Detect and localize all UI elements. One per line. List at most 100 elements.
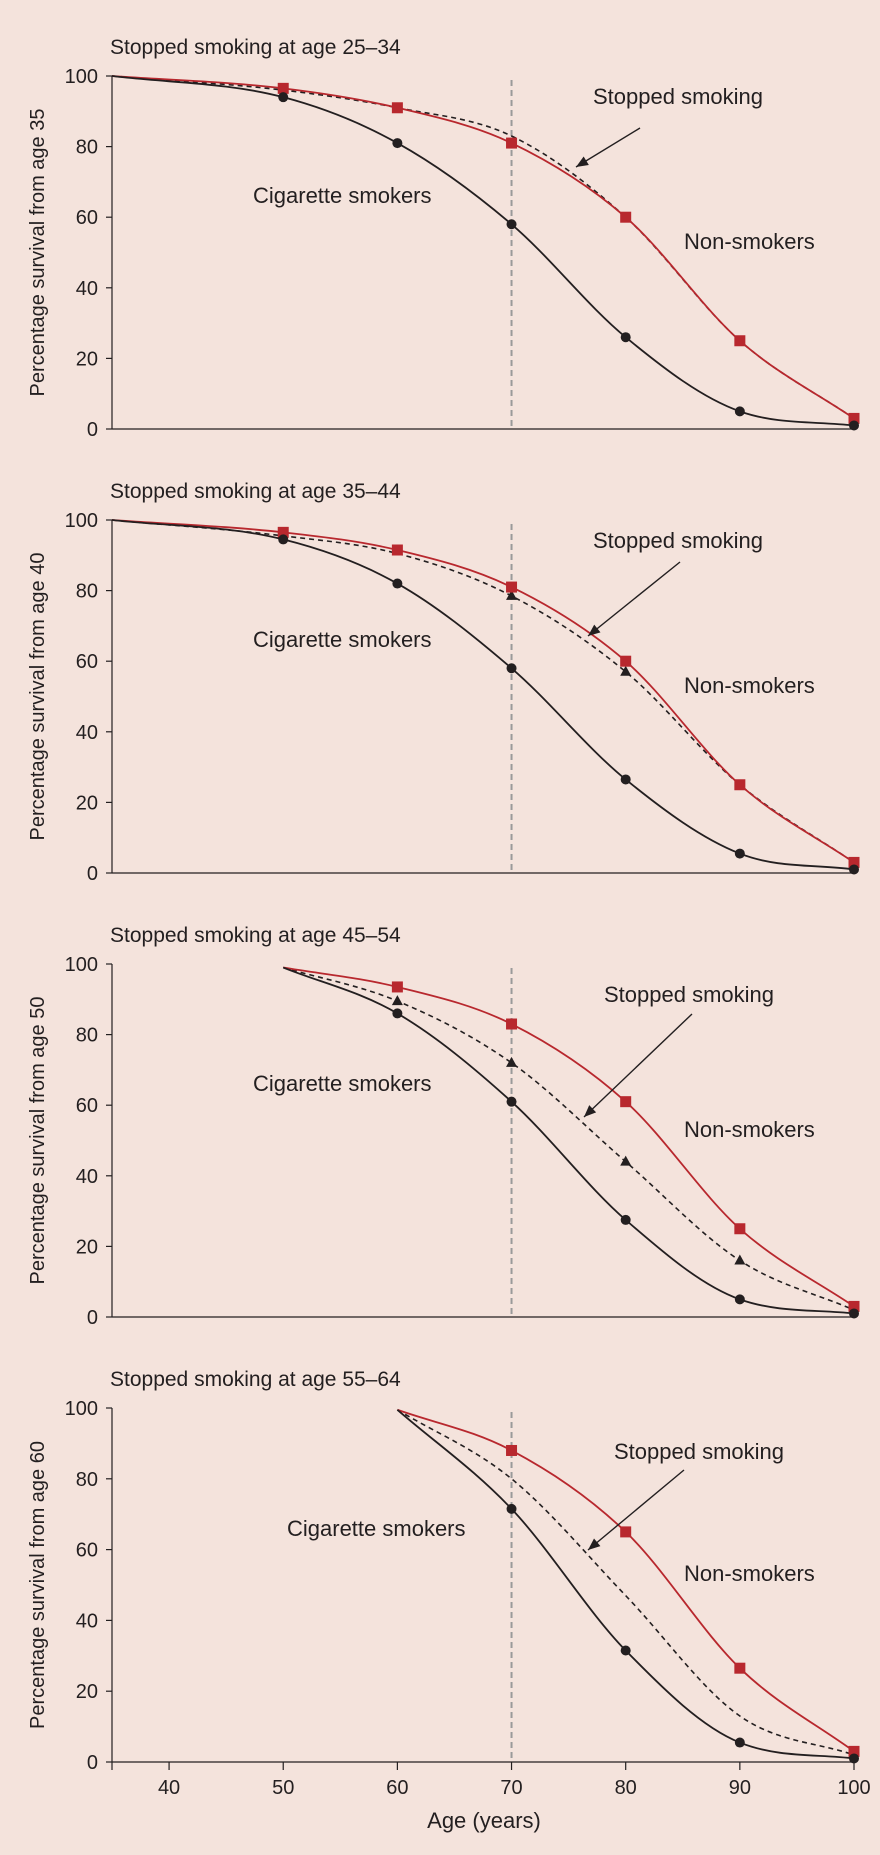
data-point-stopped-smoking (734, 1254, 746, 1265)
arrow-line (587, 1469, 685, 1551)
data-point-non-smokers (848, 856, 860, 868)
y-tick-label: 0 (87, 1307, 98, 1329)
data-point-stopped-smoking (506, 1056, 518, 1067)
y-tick-label: 80 (76, 1469, 98, 1491)
data-point-cigarette-smokers (849, 1308, 859, 1319)
data-point-cigarette-smokers (620, 774, 631, 785)
y-tick-label: 20 (76, 1236, 98, 1258)
data-point-cigarette-smokers (734, 406, 745, 417)
data-point-non-smokers (734, 1223, 746, 1235)
arrow-line (575, 127, 641, 168)
label-stopped-smoking: Stopped smoking (614, 1439, 784, 1464)
panel-title: Stopped smoking at age 35–44 (110, 480, 401, 503)
y-tick-label: 40 (76, 1166, 98, 1188)
data-point-cigarette-smokers (278, 92, 289, 103)
label-non-smokers: Non-smokers (684, 1117, 815, 1142)
panel-title: Stopped smoking at age 55–64 (110, 1368, 401, 1391)
arrow-head (576, 156, 589, 167)
y-axis-label: Percentage survival from age 50 (27, 997, 49, 1285)
data-point-cigarette-smokers (849, 1753, 859, 1764)
y-tick-label: 60 (76, 207, 98, 229)
data-point-non-smokers (277, 82, 289, 94)
arrow-line (587, 561, 681, 637)
y-tick-label: 40 (76, 278, 98, 300)
label-non-smokers: Non-smokers (684, 673, 815, 698)
data-point-cigarette-smokers (734, 1294, 745, 1305)
data-point-stopped-smoking (620, 665, 632, 676)
label-cigarette-smokers: Cigarette smokers (253, 627, 432, 652)
label-cigarette-smokers: Cigarette smokers (287, 1516, 466, 1541)
y-tick-label: 40 (76, 722, 98, 744)
data-point-stopped-smoking (391, 995, 403, 1006)
data-point-cigarette-smokers (849, 420, 859, 431)
y-tick-label: 20 (76, 1681, 98, 1703)
data-point-cigarette-smokers (278, 534, 289, 545)
data-point-cigarette-smokers (506, 663, 517, 674)
data-point-cigarette-smokers (392, 138, 403, 149)
data-point-non-smokers (620, 211, 632, 223)
label-cigarette-smokers: Cigarette smokers (253, 1071, 432, 1096)
chart-panel-4: Stopped smoking at age 55–64 Percentage s… (27, 1368, 860, 1774)
y-tick-label: 60 (76, 1540, 98, 1562)
x-tick-label: 80 (615, 1777, 637, 1799)
x-tick-label: 100 (837, 1777, 870, 1799)
y-tick-label: 100 (65, 66, 98, 88)
data-point-non-smokers (734, 779, 746, 791)
data-point-non-smokers (620, 1096, 632, 1108)
y-tick-label: 80 (76, 137, 98, 159)
arrow-head (588, 1538, 601, 1550)
data-point-cigarette-smokers (734, 1737, 745, 1748)
data-point-non-smokers (620, 1526, 632, 1538)
y-tick-label: 20 (76, 348, 98, 370)
y-tick-label: 20 (76, 792, 98, 814)
data-point-non-smokers (506, 1018, 518, 1030)
y-tick-label: 100 (65, 954, 98, 976)
y-tick-label: 80 (76, 1025, 98, 1047)
chart-panel-3: Stopped smoking at age 45–54 Percentage s… (27, 924, 860, 1329)
data-point-non-smokers (506, 137, 518, 149)
x-tick-label: 50 (272, 1777, 294, 1799)
x-axis-label: Age (years) (427, 1808, 541, 1833)
data-point-non-smokers (506, 1444, 518, 1456)
data-point-cigarette-smokers (734, 848, 745, 859)
label-non-smokers: Non-smokers (684, 229, 815, 254)
data-point-cigarette-smokers (849, 864, 859, 875)
data-point-cigarette-smokers (620, 332, 631, 343)
series-line-stopped (396, 1409, 855, 1756)
arrow-head (588, 624, 601, 636)
data-point-cigarette-smokers (620, 1214, 631, 1225)
data-point-non-smokers (391, 981, 403, 993)
data-point-cigarette-smokers (620, 1645, 631, 1656)
y-tick-label: 100 (65, 510, 98, 532)
data-point-non-smokers (848, 412, 860, 424)
x-tick-label: 60 (386, 1777, 408, 1799)
label-non-smokers: Non-smokers (684, 1561, 815, 1586)
panel-title: Stopped smoking at age 45–54 (110, 924, 401, 947)
data-point-non-smokers (277, 526, 289, 538)
chart-panel-1: Stopped smoking at age 25–34 Percentage s… (27, 36, 860, 441)
shared-x-axis: 40 50 60 70 80 90 100 Age (years) (111, 1762, 871, 1833)
data-point-stopped-smoking (506, 589, 518, 600)
x-tick-label: 90 (729, 1777, 751, 1799)
label-cigarette-smokers: Cigarette smokers (253, 183, 432, 208)
data-point-non-smokers (734, 335, 746, 347)
label-stopped-smoking: Stopped smoking (593, 528, 763, 553)
data-point-non-smokers (391, 544, 403, 556)
label-stopped-smoking: Stopped smoking (593, 84, 763, 109)
y-tick-label: 80 (76, 581, 98, 603)
data-point-cigarette-smokers (392, 578, 403, 589)
data-point-cigarette-smokers (392, 1008, 403, 1019)
x-tick-label: 40 (158, 1777, 180, 1799)
series-line-smokers (396, 1409, 855, 1760)
chart-panel-2: Stopped smoking at age 35–44 Percentage s… (27, 480, 860, 885)
y-tick-label: 100 (65, 1398, 98, 1420)
y-tick-label: 60 (76, 1095, 98, 1117)
chart-panels: Stopped smoking at age 25–34 Percentage s… (27, 36, 860, 1774)
y-tick-label: 0 (87, 419, 98, 441)
data-point-cigarette-smokers (506, 219, 517, 230)
arrow-line (583, 1013, 693, 1118)
data-point-cigarette-smokers (506, 1503, 517, 1514)
data-point-cigarette-smokers (506, 1096, 517, 1107)
